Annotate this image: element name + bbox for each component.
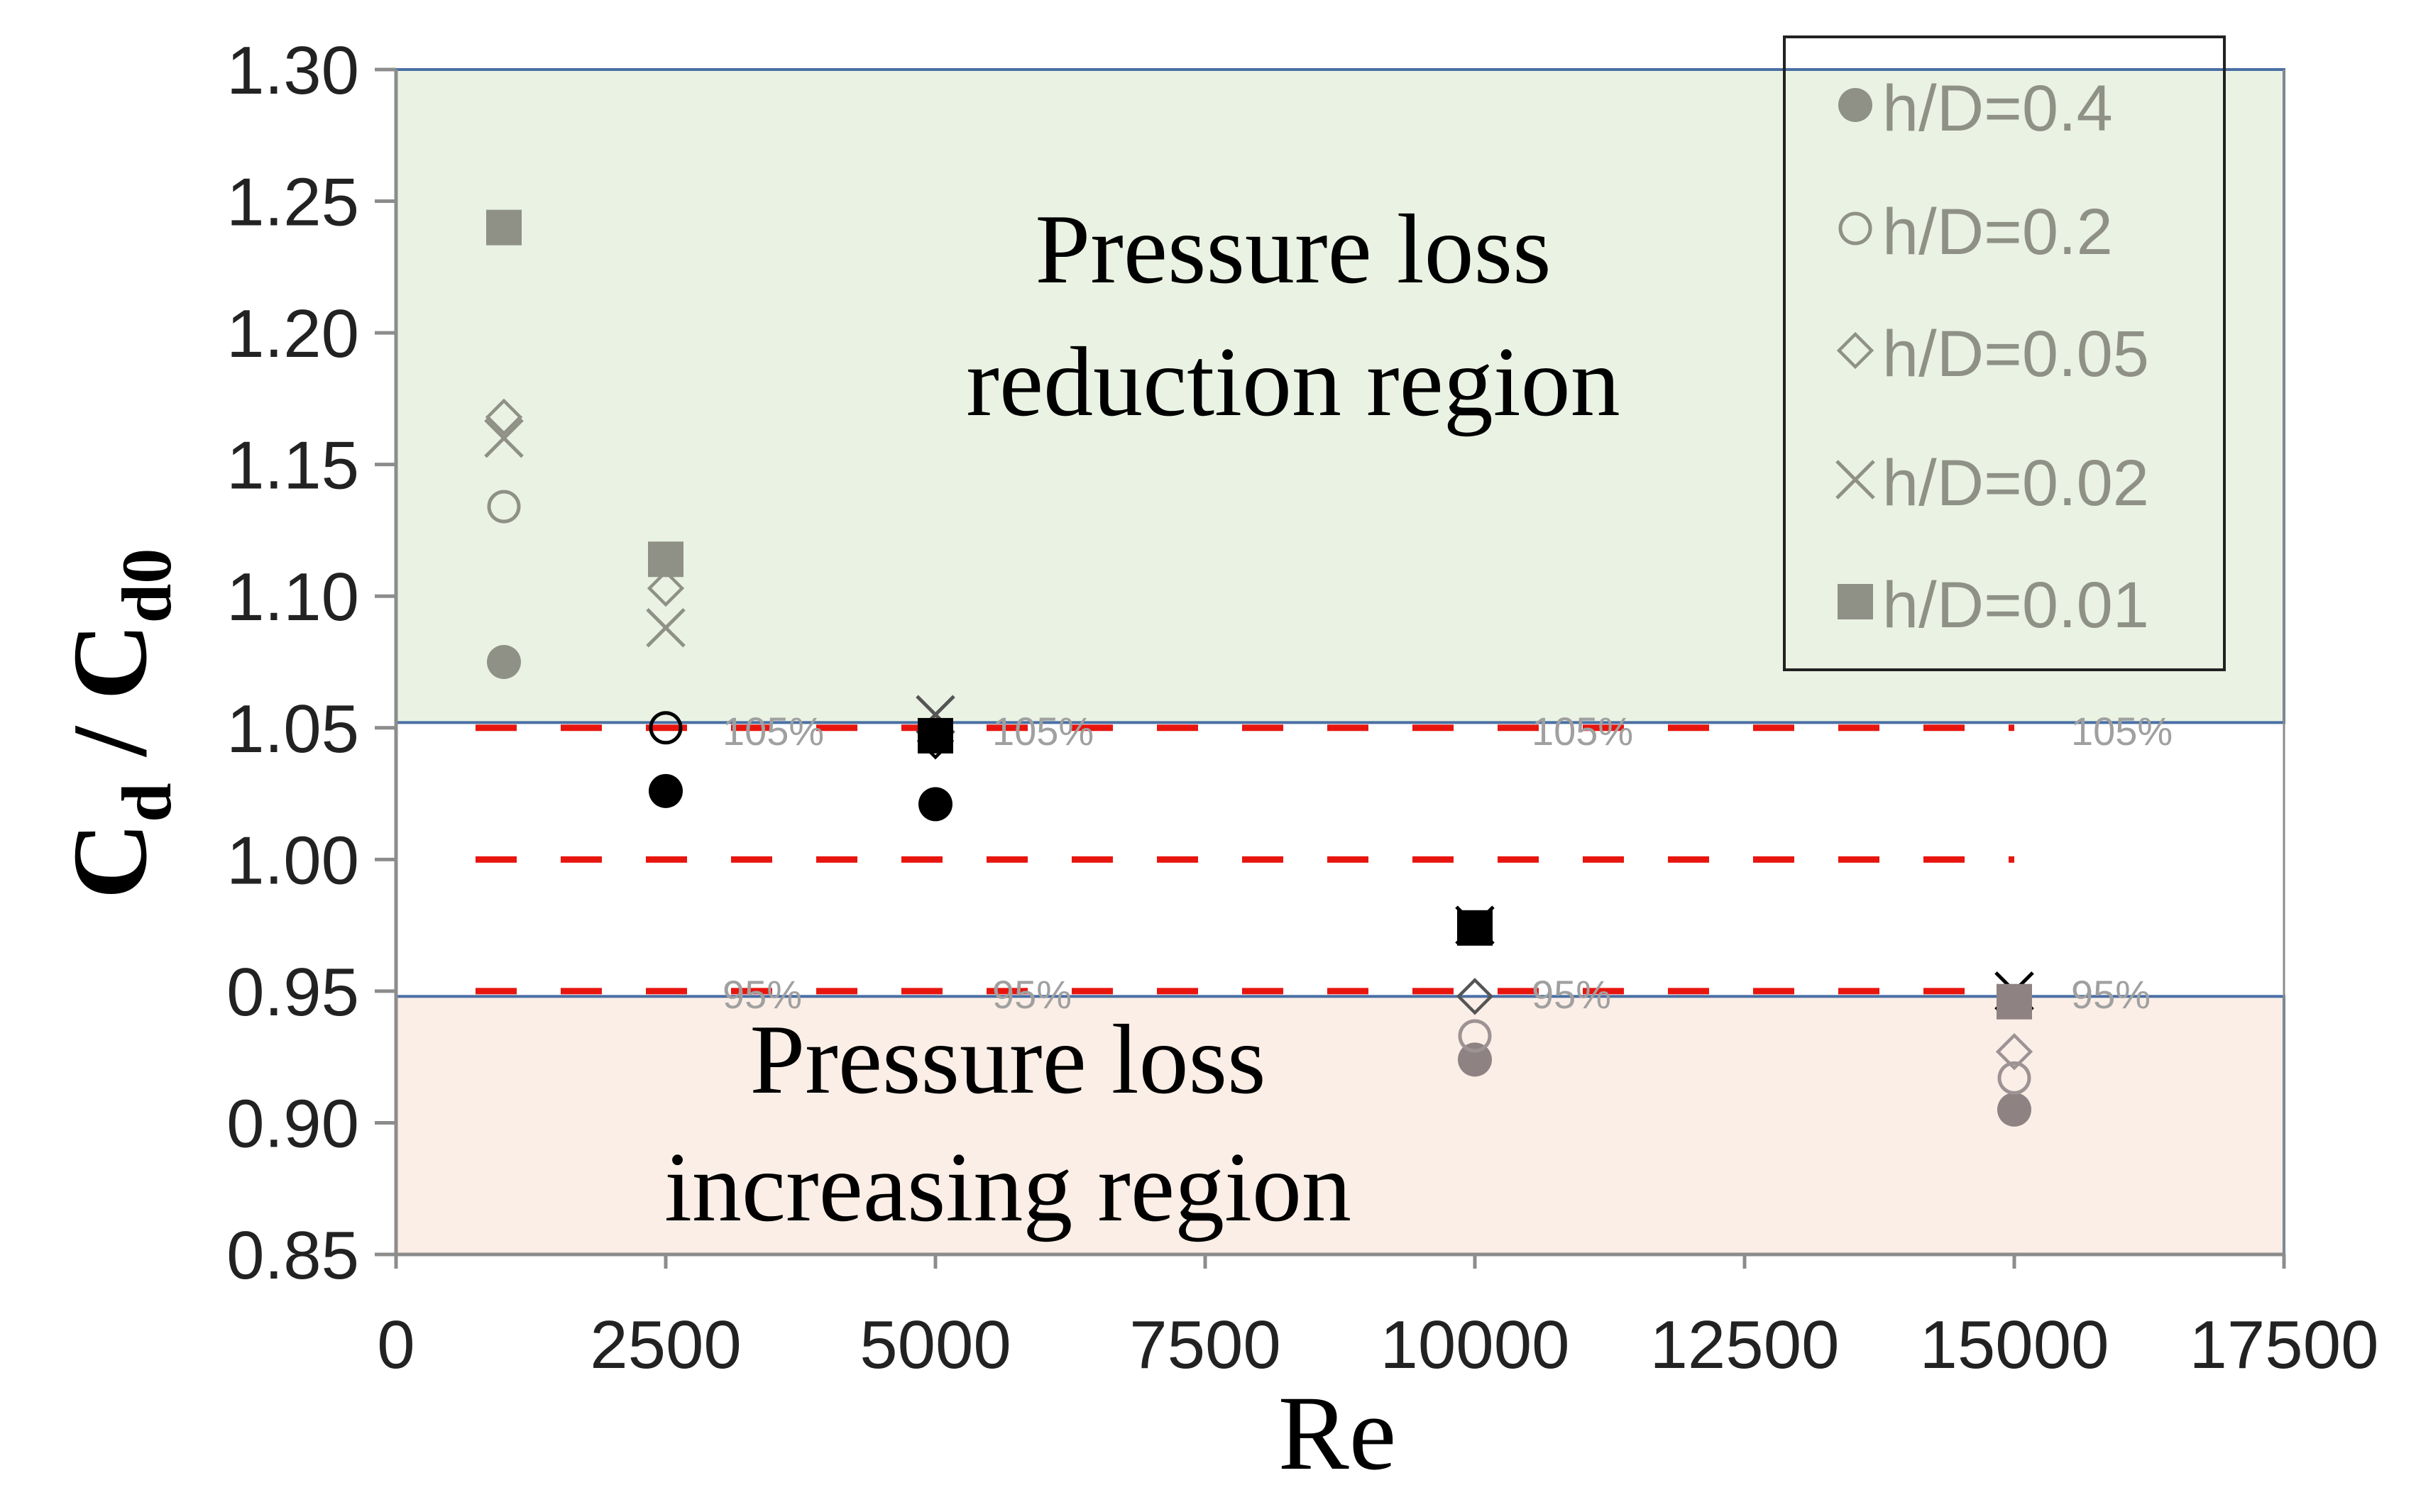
data-points-layer	[484, 209, 2034, 1127]
data-point	[646, 607, 686, 648]
y-tick-label: 1.30	[226, 33, 359, 109]
upper-line-label: 105%	[2071, 709, 2173, 754]
legend-label: h/D=0.2	[1882, 196, 2113, 268]
x-tick-label: 10000	[1380, 1307, 1570, 1383]
y-axis-title-sub1: d	[107, 783, 186, 822]
legend-label: h/D=0.02	[1882, 447, 2149, 519]
x-tick-label: 12500	[1650, 1307, 1840, 1383]
y-tick-label: 0.85	[226, 1218, 359, 1293]
data-point	[1997, 1092, 2031, 1127]
x-tick-label: 2500	[590, 1307, 742, 1383]
series-h-d-0-01	[486, 209, 2032, 1020]
y-tick-label: 1.10	[226, 559, 359, 635]
legend-box	[1783, 35, 2226, 671]
data-point	[918, 787, 952, 822]
y-tick-label: 1.25	[226, 165, 359, 241]
legend-marker	[1838, 88, 1872, 122]
y-axis-title: Cd / Cd0	[51, 548, 186, 900]
x-tick-label: 7500	[1129, 1307, 1281, 1383]
x-tick-label: 0	[377, 1307, 414, 1383]
data-point	[487, 490, 521, 524]
legend: h/D=0.4 h/D=0.2 h/D=0.05 h/D=0.02 h/D=0.01	[1783, 35, 2226, 671]
data-point	[1458, 1042, 1492, 1077]
y-tick-label: 0.95	[226, 954, 359, 1030]
data-point	[1997, 983, 2032, 1020]
axis-labels-layer: Re Cd / Cd0	[51, 548, 1396, 1492]
data-point	[1997, 1061, 2031, 1095]
data-point	[486, 209, 522, 245]
legend-marker	[1838, 211, 1872, 245]
increasing-region	[395, 995, 2285, 1257]
increasing-region-label-line1: Pressure loss	[749, 1005, 1265, 1115]
y-tick-label: 0.90	[226, 1086, 359, 1161]
legend-label: h/D=0.01	[1882, 569, 2149, 641]
lower-line-label: 95%	[992, 972, 1072, 1017]
upper-line-label: 105%	[992, 709, 1094, 754]
reduction-region-label-line2: reduction region	[966, 327, 1620, 437]
legend-marker	[1836, 331, 1874, 370]
data-point	[1995, 1033, 2033, 1071]
data-point	[1457, 910, 1493, 946]
y-tick-label: 1.00	[226, 822, 359, 898]
reduction-region	[395, 68, 2285, 724]
region-labels-layer: Pressure loss reduction region Pressure …	[664, 194, 1620, 1242]
lower-line-label: 95%	[1532, 972, 1611, 1017]
data-point	[487, 645, 521, 679]
legend-marker	[1835, 460, 1875, 500]
upper-line-label: 105%	[1532, 709, 1633, 754]
lower-line-label: 95%	[723, 972, 802, 1017]
upper-line-label: 105%	[723, 709, 824, 754]
y-tick-label: 1.20	[226, 296, 359, 372]
reference-lines-layer: 105% 105% 105% 105% 95% 95% 95% 95%	[476, 709, 2173, 1017]
data-point	[647, 569, 685, 607]
data-point	[485, 398, 523, 436]
series-h-d-0-4	[487, 645, 2031, 1127]
legend-marker	[1838, 584, 1873, 619]
data-point	[484, 418, 524, 458]
lower-line-label: 95%	[2071, 972, 2151, 1017]
data-point	[649, 773, 683, 808]
data-point	[918, 717, 953, 754]
y-axis-title-sub2: d0	[107, 548, 186, 624]
x-tick-label: 5000	[860, 1307, 1011, 1383]
y-tick-label: 1.05	[226, 691, 359, 767]
y-axis-title-sep: / C	[51, 623, 169, 783]
legend-label: h/D=0.4	[1882, 72, 2113, 145]
legend-label: h/D=0.05	[1882, 318, 2149, 390]
regions-layer	[395, 68, 2285, 1257]
increasing-region-label-line2: increasing region	[664, 1132, 1351, 1242]
data-point	[648, 541, 683, 578]
data-point	[1456, 978, 1494, 1015]
axes-layer: 1.30 1.25 1.20 1.15 1.10 1.05 1.00 0.95 0.90 0.85…	[226, 33, 2378, 1383]
x-axis-title: Re	[1278, 1374, 1397, 1492]
x-tick-label: 17500	[2190, 1307, 2379, 1383]
data-point	[1458, 1019, 1492, 1053]
x-tick-label: 15000	[1920, 1307, 2109, 1383]
y-axis-title-main: C	[51, 822, 169, 899]
svg-text:Cd / Cd0: Cd / Cd0	[51, 548, 186, 900]
y-tick-label: 1.15	[226, 428, 359, 504]
reduction-region-label-line1: Pressure loss	[1035, 194, 1551, 304]
data-point	[649, 711, 683, 745]
